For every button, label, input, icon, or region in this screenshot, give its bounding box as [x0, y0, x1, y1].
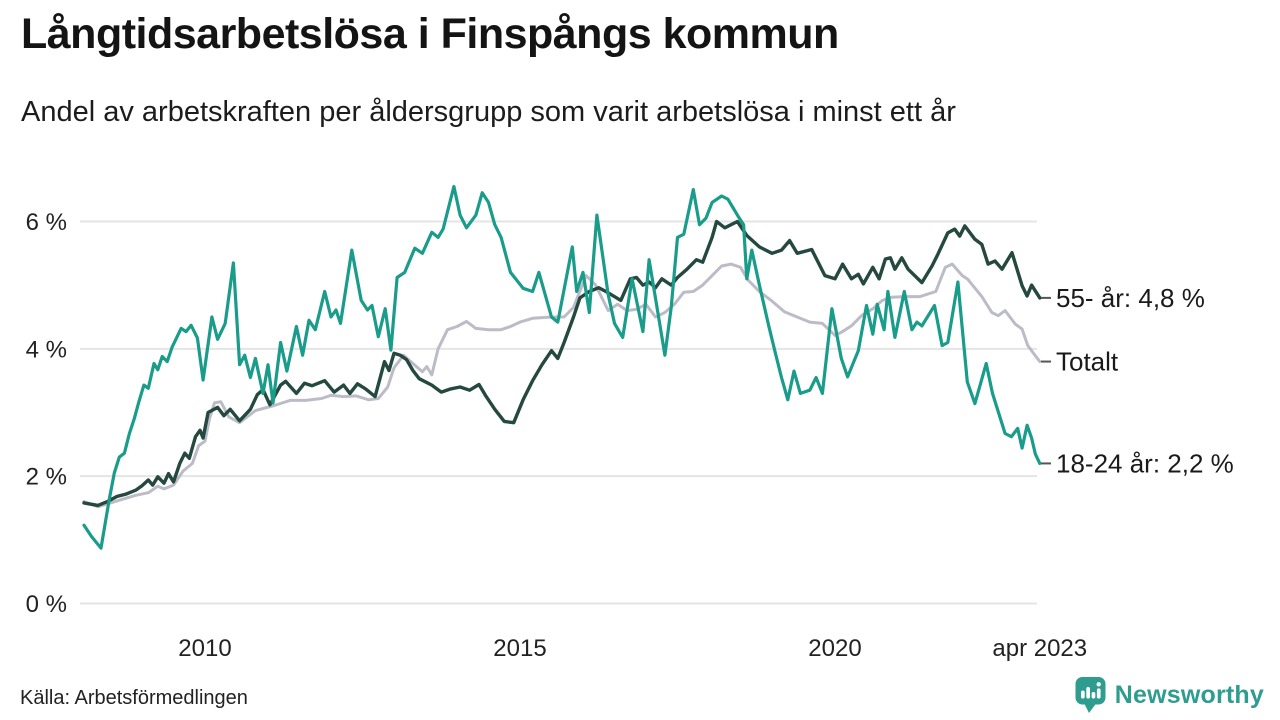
source-note: Källa: Arbetsförmedlingen — [20, 687, 248, 709]
series-line-55-r — [82, 219, 1042, 508]
newsworthy-logo-icon — [1075, 677, 1106, 713]
x-axis-label: 2015 — [493, 635, 546, 662]
newsworthy-logo: Newsworthy — [1075, 676, 1264, 714]
newsworthy-logo-text: Newsworthy — [1114, 680, 1264, 709]
chart-subtitle: Andel av arbetskraften per åldersgrupp s… — [21, 96, 956, 128]
y-axis-label: 4 % — [26, 336, 67, 363]
series-end-label: 18-24 år: 2,2 % — [1056, 448, 1234, 478]
y-axis-label: 6 % — [26, 209, 67, 236]
x-axis-label: apr 2023 — [992, 635, 1087, 662]
series-line-18-24-r — [82, 184, 1042, 550]
x-axis-label: 2010 — [178, 635, 231, 662]
y-axis-label: 2 % — [26, 464, 67, 491]
series-end-label: Totalt — [1056, 347, 1119, 377]
chart-title: Långtidsarbetslösa i Finspångs kommun — [21, 10, 839, 58]
y-axis-label: 0 % — [26, 591, 67, 618]
series-end-label: 55- år: 4,8 % — [1056, 283, 1205, 313]
x-axis-label: 2020 — [808, 635, 861, 662]
